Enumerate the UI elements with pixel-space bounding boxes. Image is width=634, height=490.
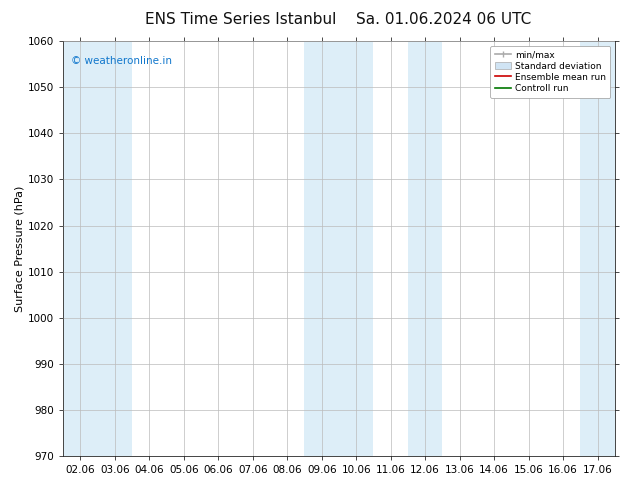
Bar	[63, 41, 98, 456]
Text: ENS Time Series Istanbul: ENS Time Series Istanbul	[145, 12, 337, 27]
Legend: min/max, Standard deviation, Ensemble mean run, Controll run: min/max, Standard deviation, Ensemble me…	[491, 46, 611, 98]
Bar	[304, 41, 339, 456]
Y-axis label: Surface Pressure (hPa): Surface Pressure (hPa)	[15, 185, 25, 312]
Text: Sa. 01.06.2024 06 UTC: Sa. 01.06.2024 06 UTC	[356, 12, 531, 27]
Bar	[580, 41, 615, 456]
Bar	[408, 41, 443, 456]
Bar	[98, 41, 132, 456]
Bar	[339, 41, 373, 456]
Text: © weatheronline.in: © weatheronline.in	[72, 56, 172, 66]
